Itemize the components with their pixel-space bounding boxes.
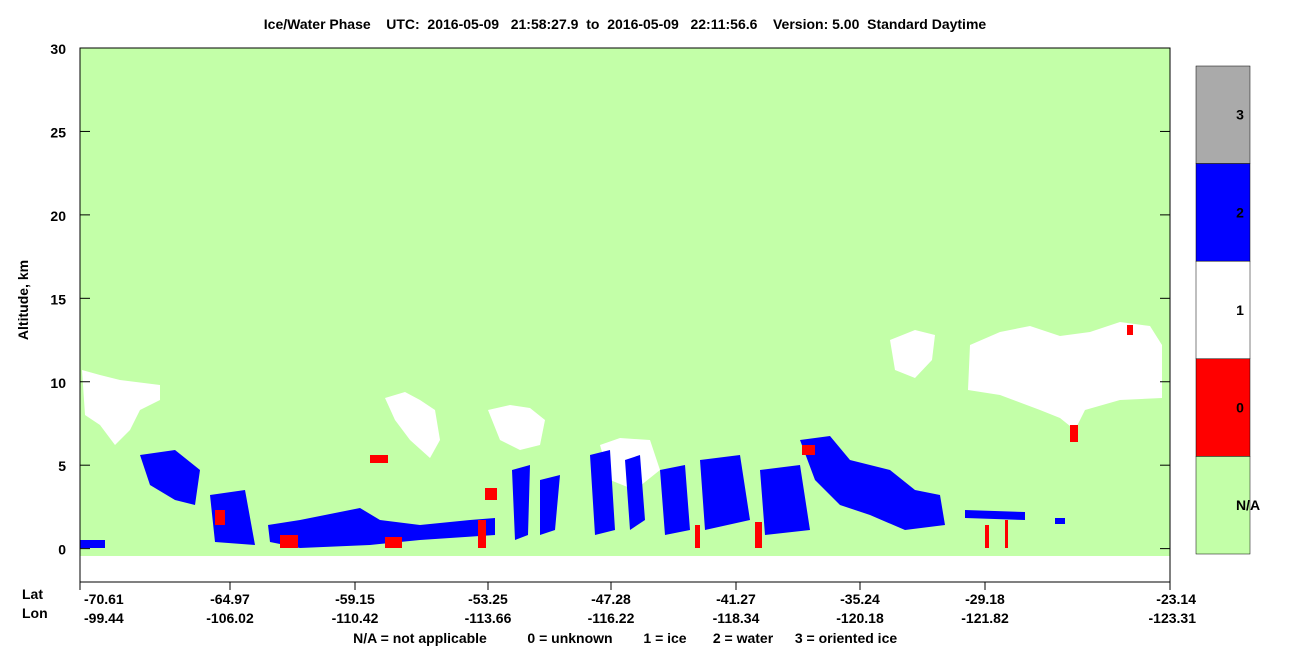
lon-label: -118.34: [713, 610, 760, 626]
plot-frame: [79, 47, 1171, 583]
colorbar-label: 2: [1236, 204, 1244, 220]
lat-label: -23.14: [1156, 591, 1196, 607]
colorbar-label: 3: [1236, 107, 1244, 123]
lat-label: -47.28: [591, 591, 631, 607]
y-tick-label: 15: [50, 291, 66, 307]
lon-label: -99.44: [84, 610, 124, 626]
lat-label: -53.25: [468, 591, 508, 607]
lat-label: -70.61: [84, 591, 124, 607]
lat-label: -59.15: [335, 591, 375, 607]
lon-label: -116.22: [588, 610, 635, 626]
lat-label: -41.27: [716, 591, 756, 607]
lon-label: -120.18: [836, 610, 884, 626]
y-tick-label: 10: [50, 375, 66, 391]
lat-label: -29.18: [965, 591, 1005, 607]
colorbar-label: 0: [1236, 399, 1244, 415]
y-axis-label: Altitude, km: [15, 260, 31, 340]
colorbar-segment: [1195, 163, 1251, 262]
y-tick-label: 0: [58, 542, 66, 558]
lon-label: -106.02: [206, 610, 254, 626]
legend-item: 1 = ice: [643, 630, 686, 646]
cloud-layer: [80, 322, 1162, 548]
lon-label: -123.31: [1149, 610, 1197, 626]
colorbar-segment: [1195, 260, 1251, 360]
row-name: Lat: [22, 586, 43, 602]
legend-item: 0 = unknown: [527, 630, 612, 646]
chart-title: Ice/Water Phase UTC: 2016-05-09 21:58:27…: [264, 16, 987, 32]
colorbar-segment: [1195, 456, 1251, 555]
y-tick-label: 25: [50, 124, 66, 140]
lat-label: -35.24: [840, 591, 880, 607]
row-name: Lon: [22, 605, 48, 621]
legend-item: N/A = not applicable: [353, 630, 487, 646]
colorbar-label: 1: [1236, 302, 1244, 318]
lon-label: -110.42: [332, 610, 379, 626]
colorbar-label: N/A: [1236, 497, 1260, 513]
lat-label: -64.97: [210, 591, 250, 607]
lon-label: -113.66: [465, 610, 512, 626]
colorbar-segment: [1195, 358, 1251, 457]
y-tick-label: 30: [50, 41, 66, 57]
y-tick-label: 5: [58, 458, 66, 474]
lon-label: -121.82: [961, 610, 1009, 626]
y-tick-label: 20: [50, 208, 66, 224]
legend-item: 3 = oriented ice: [795, 630, 898, 646]
legend-item: 2 = water: [713, 630, 774, 646]
